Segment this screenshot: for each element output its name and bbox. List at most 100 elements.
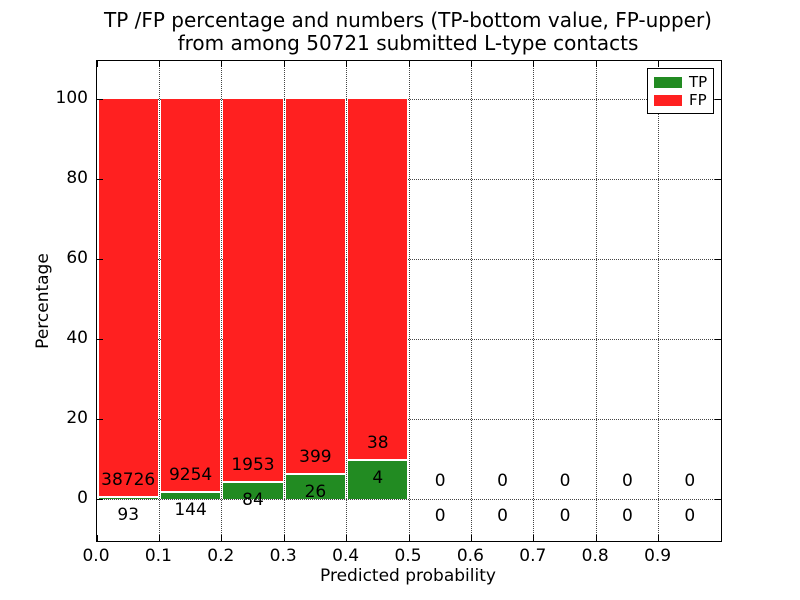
fp-bar-segment [160,99,221,493]
x-axis-label: Predicted probability [320,566,496,586]
y-tick-mark-right [715,498,721,500]
x-tick-mark-top [658,61,660,67]
tp-count-label: 93 [117,505,140,526]
fp-count-label: 399 [299,446,332,467]
tp-bar-segment [223,482,283,499]
x-tick-mark-top [96,61,98,67]
x-tick-mark-top [346,61,348,67]
y-tick-label: 80 [66,168,88,188]
x-tick-mark [96,535,98,541]
plot-area: TP FP 38726 93 9254 144 1953 84 399 26 38 4 0 0 0 0 0 0… [96,60,722,542]
legend-entry-tp: TP [654,72,708,91]
x-tick-mark-top [158,61,160,67]
y-tick-mark-right [715,178,721,180]
fp-count-label: 0 [559,471,571,491]
x-tick-label: 0.9 [644,546,672,566]
grid-line-vertical [658,61,660,541]
x-tick-mark-top [283,61,285,67]
tp-count-label: 144 [174,499,207,520]
chart-title-line2: from among 50721 submitted L-type contac… [177,31,639,55]
tp-count-label: 0 [497,506,508,526]
y-tick-label: 20 [66,408,88,428]
x-tick-mark [658,535,660,541]
fp-count-label: 38726 [101,470,156,491]
tp-count-label: 0 [559,506,571,526]
legend-label-fp: FP [689,90,707,109]
legend-entry-fp: FP [654,90,707,109]
fp-bar-segment [223,99,283,483]
fp-count-label: 1953 [231,454,275,475]
y-tick-mark [97,338,103,340]
y-tick-mark [97,498,103,500]
fp-count-label: 38 [366,432,389,453]
grid-line-vertical [533,61,535,541]
tp-count-label: 0 [684,506,696,526]
legend-swatch-fp [654,94,682,106]
x-tick-mark [221,535,223,541]
y-tick-mark [97,98,103,100]
tp-count-label: 26 [304,481,327,502]
x-tick-label: 0.4 [332,546,360,566]
x-tick-label: 0.6 [456,546,484,566]
tp-bar-segment [160,492,221,499]
tp-count-label: 4 [372,467,384,488]
x-tick-label: 0.0 [82,546,110,566]
fp-count-label: 0 [497,471,508,491]
fp-bar-segment [348,99,408,461]
x-tick-mark [283,535,285,541]
x-tick-mark [595,535,597,541]
y-tick-mark-right [715,418,721,420]
x-tick-mark [346,535,348,541]
x-tick-mark-top [221,61,223,67]
x-tick-mark [533,535,535,541]
grid-line-vertical [346,61,348,541]
y-tick-mark [97,258,103,260]
x-tick-label: 0.8 [581,546,609,566]
x-tick-label: 0.5 [394,546,422,566]
grid-line-vertical [221,61,223,541]
fp-count-label: 0 [434,471,446,491]
grid-line-vertical [470,61,472,541]
y-axis-label: Percentage [33,253,53,349]
tp-count-label: 0 [621,506,633,526]
chart-title-line1: TP /FP percentage and numbers (TP-bottom… [104,8,712,32]
x-tick-label: 0.1 [144,546,172,566]
legend-swatch-tp [654,76,682,88]
grid-line-vertical [283,61,285,541]
legend-label-tp: TP [689,72,708,91]
y-tick-mark [97,418,103,420]
grid-line-vertical [408,61,410,541]
y-tick-mark [97,178,103,180]
tp-count-label: 0 [434,506,446,526]
x-tick-mark [408,535,410,541]
tp-bar-segment [348,460,408,499]
grid-line-vertical [595,61,597,541]
y-tick-label: 40 [66,328,88,348]
tp-bar-segment [98,498,158,500]
x-tick-label: 0.7 [519,546,547,566]
x-tick-mark [470,535,472,541]
y-tick-label: 60 [66,248,88,268]
fp-count-label: 0 [684,471,696,491]
legend: TP FP [647,68,714,114]
fp-count-label: 9254 [168,464,213,485]
x-tick-mark-top [408,61,410,67]
tp-count-label: 84 [242,489,264,510]
x-tick-label: 0.2 [207,546,235,566]
fp-bar-segment [285,99,346,475]
x-tick-label: 0.3 [269,546,297,566]
y-tick-mark-right [715,98,721,100]
x-tick-mark-top [595,61,597,67]
tp-bar-segment [285,474,346,499]
fp-count-label: 0 [621,471,633,491]
y-tick-mark-right [715,258,721,260]
x-tick-mark [158,535,160,541]
x-tick-mark-top [470,61,472,67]
y-tick-label: 100 [55,88,88,108]
y-tick-label: 0 [77,488,88,508]
grid-line-vertical [158,61,160,541]
x-tick-mark-top [533,61,535,67]
y-tick-mark-right [715,338,721,340]
fp-bar-segment [98,99,158,499]
